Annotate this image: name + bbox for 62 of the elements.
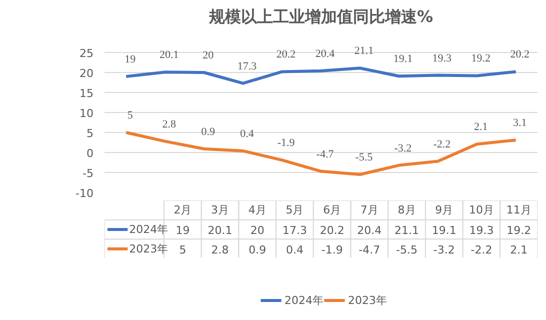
y-tick-label: -10 bbox=[76, 187, 94, 200]
data-label: 19.2 bbox=[506, 224, 532, 237]
x-tick-label: 2月 bbox=[174, 204, 192, 217]
x-tick-label: 7月 bbox=[360, 204, 378, 217]
data-label: 0.9 bbox=[201, 126, 216, 138]
data-label: 21.1 bbox=[394, 224, 420, 237]
data-label: 20.2 bbox=[320, 224, 344, 237]
data-label: 21.1 bbox=[354, 45, 374, 58]
x-tick-label: 11月 bbox=[506, 204, 532, 217]
x-tick-label: 8月 bbox=[398, 204, 416, 217]
data-label: -1.9 bbox=[277, 137, 296, 150]
data-label: 2.8 bbox=[162, 118, 176, 130]
x-tick-label: 4月 bbox=[248, 204, 266, 217]
x-tick-label: 6月 bbox=[323, 204, 342, 217]
data-label: 5 bbox=[179, 243, 186, 256]
data-label: 20.1 bbox=[208, 224, 232, 237]
y-tick-label: 15 bbox=[80, 87, 94, 100]
data-label: 0.9 bbox=[248, 243, 266, 256]
chart-title: 规模以上工业增加值同比增速% bbox=[208, 7, 434, 26]
y-tick-label: 5 bbox=[86, 127, 94, 140]
data-label: 19.3 bbox=[432, 52, 452, 64]
data-label: -2.2 bbox=[470, 243, 492, 256]
legend-label: 2024年 bbox=[284, 294, 324, 307]
x-tick-label: 10月 bbox=[468, 204, 494, 217]
legend-label: 2023年 bbox=[348, 294, 387, 307]
data-label: -1.9 bbox=[321, 243, 343, 256]
data-label: -3.2 bbox=[433, 243, 455, 256]
data-label: -4.7 bbox=[316, 148, 334, 160]
data-label: 20 bbox=[202, 50, 214, 62]
data-label: 20.2 bbox=[276, 48, 296, 61]
data-label: 20.4 bbox=[315, 48, 336, 60]
data-label: -2.2 bbox=[433, 138, 451, 150]
data-label: 19.3 bbox=[469, 224, 494, 237]
x-tick-label: 5月 bbox=[286, 204, 304, 217]
data-label: 20.2 bbox=[510, 48, 530, 61]
x-tick-label: 3月 bbox=[211, 204, 230, 217]
y-tick-label: 25 bbox=[80, 47, 94, 60]
data-label: 0.4 bbox=[286, 243, 304, 256]
data-label: 2.1 bbox=[510, 243, 528, 256]
data-label: 19.2 bbox=[471, 52, 491, 65]
data-label: -4.7 bbox=[358, 243, 380, 256]
data-label: 20.1 bbox=[159, 49, 179, 62]
data-label: 19.1 bbox=[432, 224, 456, 237]
data-label: 3.1 bbox=[512, 117, 527, 130]
data-label: -5.5 bbox=[396, 243, 418, 256]
data-label: 20.4 bbox=[357, 224, 382, 237]
x-tick-label: 9月 bbox=[435, 204, 454, 217]
data-label: 19 bbox=[176, 224, 190, 237]
data-label: -5.5 bbox=[355, 152, 374, 164]
y-tick-label: 10 bbox=[80, 107, 94, 120]
data-label: 20 bbox=[250, 224, 264, 237]
data-label: 17.3 bbox=[237, 60, 258, 72]
data-label: 19.1 bbox=[393, 53, 413, 66]
data-label: 2.8 bbox=[211, 243, 229, 256]
data-label: 0.4 bbox=[240, 128, 254, 140]
data-label: 17.3 bbox=[282, 224, 307, 237]
data-label: 19 bbox=[124, 54, 136, 66]
y-tick-label: -5 bbox=[82, 167, 94, 180]
y-tick-label: 20 bbox=[80, 67, 94, 80]
data-label: 2.1 bbox=[474, 121, 488, 134]
data-label: -3.2 bbox=[394, 142, 412, 154]
y-tick-label: 0 bbox=[86, 147, 94, 160]
